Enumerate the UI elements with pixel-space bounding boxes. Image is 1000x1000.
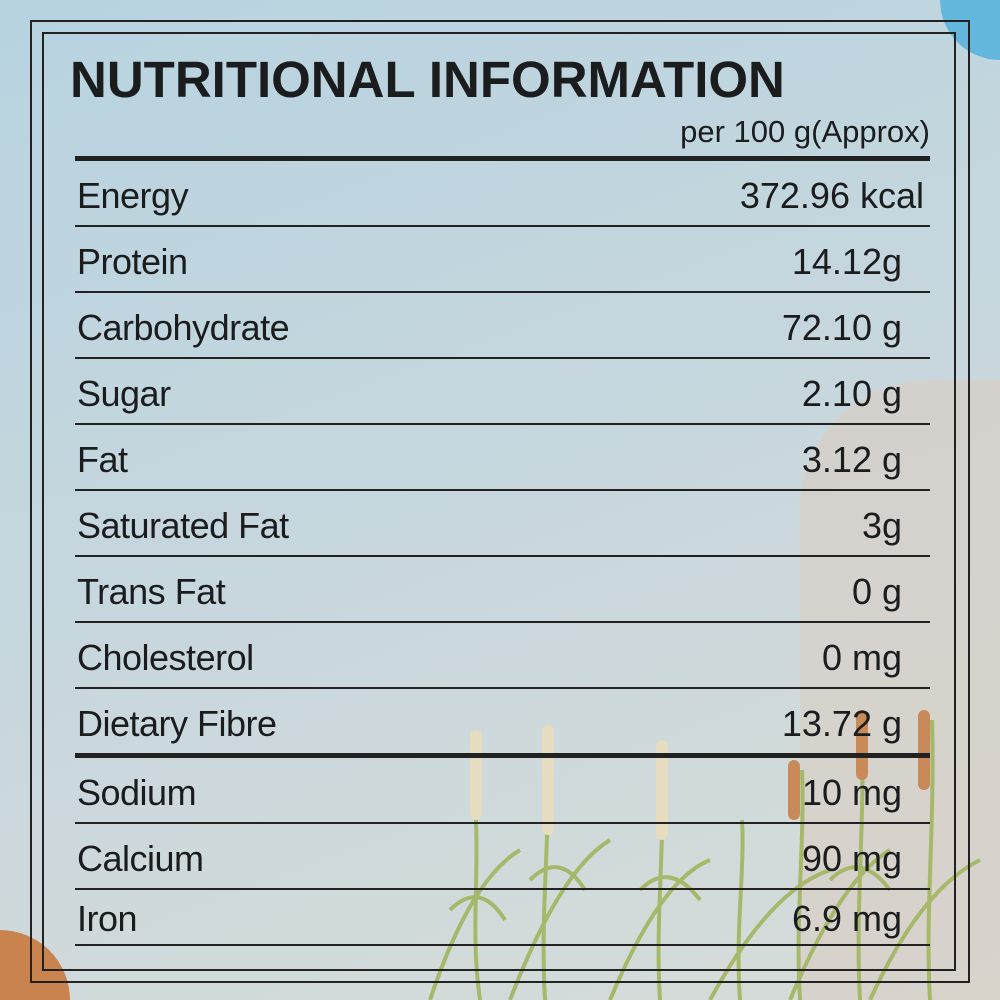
nutrient-value: 3g xyxy=(861,505,902,546)
label-outer-border xyxy=(30,20,970,983)
table-bottom-rule xyxy=(75,944,930,946)
nutrient-label: Fat xyxy=(77,439,128,480)
nutrient-row-protein: Protein 14.12g xyxy=(75,225,930,291)
nutrient-value: 72.10 g xyxy=(781,307,902,348)
nutrient-label: Sugar xyxy=(77,373,171,414)
nutrient-label: Iron xyxy=(77,898,138,939)
serving-basis: per 100 g(Approx) xyxy=(680,114,930,149)
nutrient-row-sugar: Sugar 2.10 g xyxy=(75,357,930,423)
label-title: NUTRITIONAL INFORMATION xyxy=(70,51,785,108)
nutrient-label: Cholesterol xyxy=(77,637,254,678)
nutrient-row-iron: Iron 6.9 mg xyxy=(75,888,930,944)
nutrient-value: 6.9 mg xyxy=(791,898,902,939)
nutrient-label: Saturated Fat xyxy=(77,505,289,546)
nutrient-value: 90 mg xyxy=(801,838,902,879)
nutrient-value: 13.72 g xyxy=(781,703,902,744)
nutrient-row-carbohydrate: Carbohydrate 72.10 g xyxy=(75,291,930,357)
nutrient-label: Trans Fat xyxy=(77,571,226,612)
nutrient-label: Calcium xyxy=(77,838,204,879)
nutrient-label: Carbohydrate xyxy=(77,307,290,348)
background-shape xyxy=(800,380,1000,1000)
nutrient-value: 372.96 kcal xyxy=(739,175,924,216)
nutrient-value: 0 mg xyxy=(821,637,902,678)
nutrient-row-cholesterol: Cholesterol 0 mg xyxy=(75,621,930,687)
nutrient-value: 0 g xyxy=(851,571,902,612)
nutrient-label: Energy xyxy=(77,175,189,216)
nutrition-table: Energy 372.96 kcal Protein 14.12g Carbohyd… xyxy=(75,156,930,946)
nutrient-row-trans-fat: Trans Fat 0 g xyxy=(75,555,930,621)
nutrient-value: 2.10 g xyxy=(801,373,902,414)
nutrient-value: 14.12g xyxy=(791,241,902,282)
nutrient-row-calcium: Calcium 90 mg xyxy=(75,822,930,888)
nutrient-row-fat: Fat 3.12 g xyxy=(75,423,930,489)
nutrient-row-sodium: Sodium 10 mg xyxy=(75,753,930,822)
nutrient-row-saturated-fat: Saturated Fat 3g xyxy=(75,489,930,555)
nutrient-label: Protein xyxy=(77,241,188,282)
nutrient-row-energy: Energy 372.96 kcal xyxy=(75,156,930,225)
nutrient-value: 10 mg xyxy=(801,772,902,813)
nutrient-row-dietary-fibre: Dietary Fibre 13.72 g xyxy=(75,687,930,753)
label-inner-border xyxy=(42,32,956,971)
nutrient-label: Dietary Fibre xyxy=(77,703,277,744)
nutrient-value: 3.12 g xyxy=(801,439,902,480)
nutrient-label: Sodium xyxy=(77,772,197,813)
